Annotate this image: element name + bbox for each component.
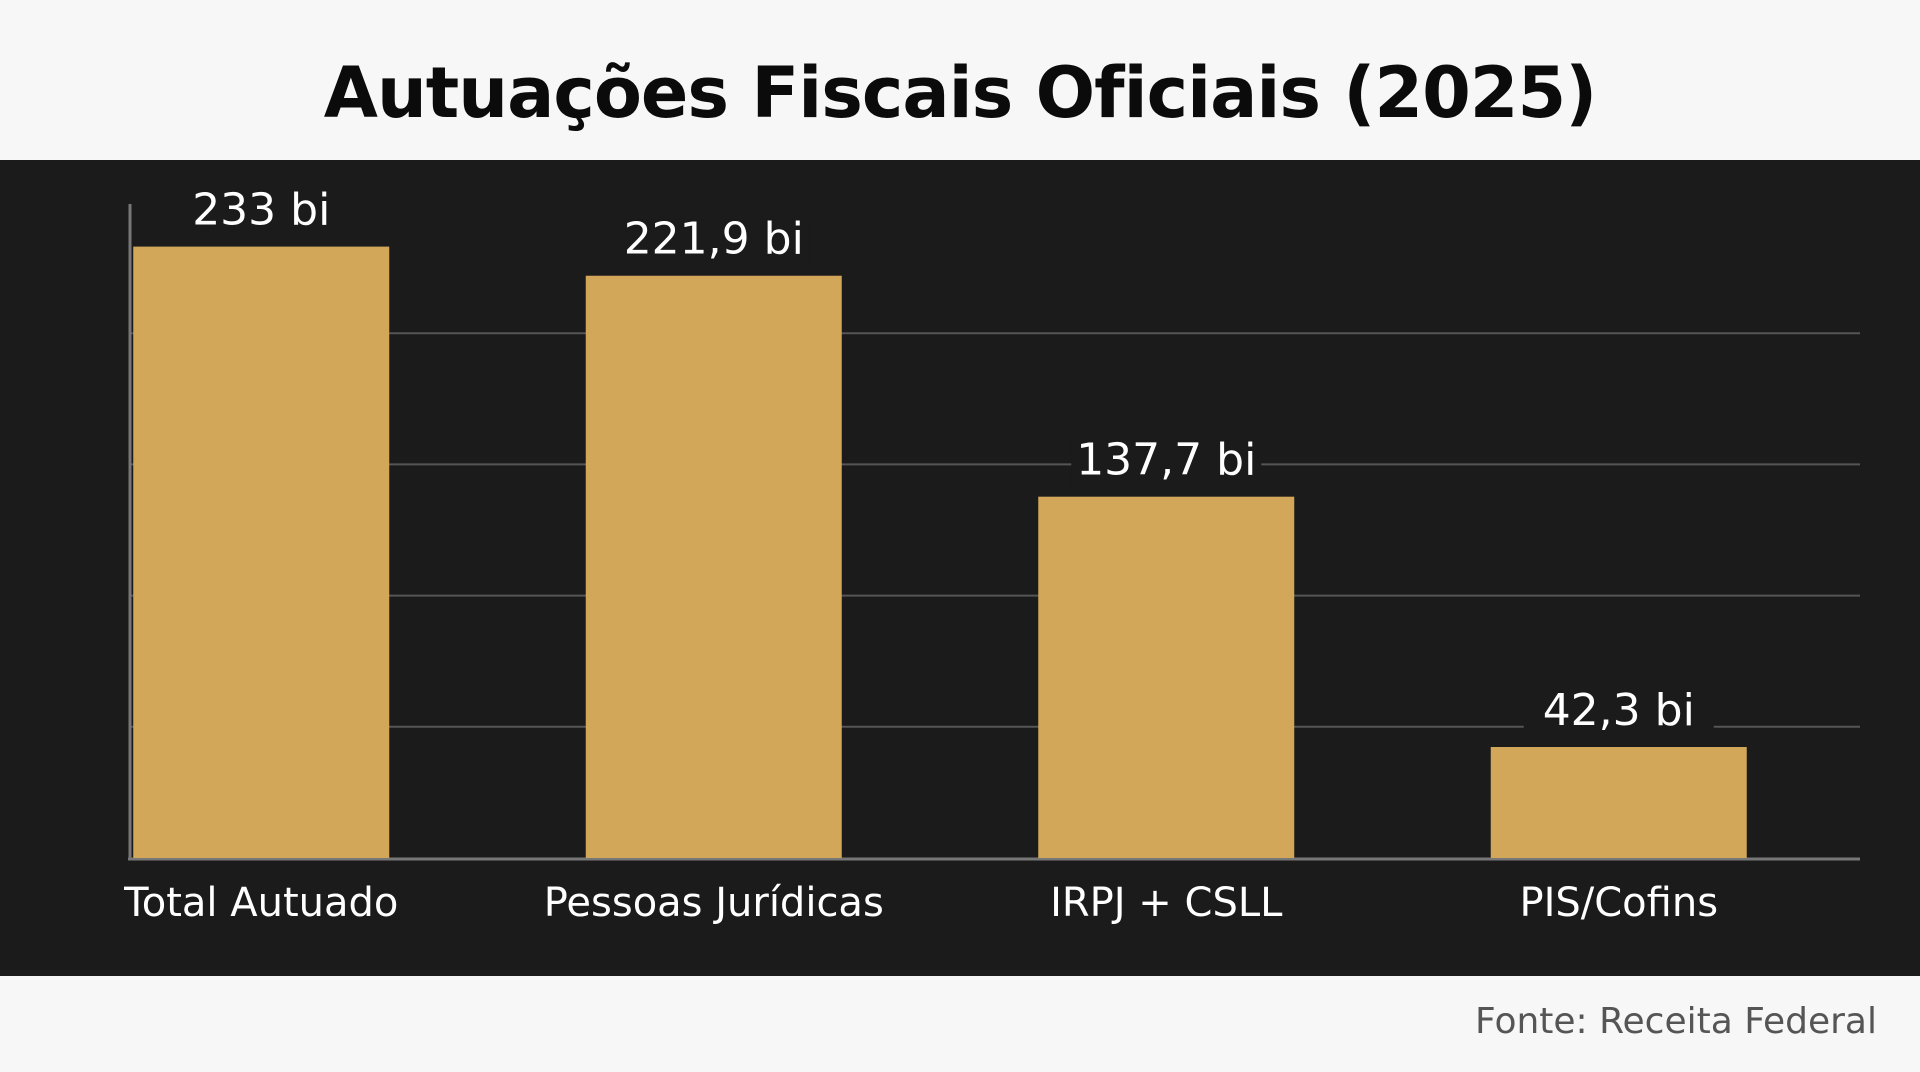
data-label: 137,7 bi (1076, 435, 1256, 486)
x-tick-label: PIS/Cofins (1519, 880, 1718, 926)
x-tick-label: Total Autuado (123, 880, 398, 926)
bar (1490, 747, 1747, 858)
data-label: 42,3 bi (1543, 685, 1695, 736)
chart-title: Autuações Fiscais Oficiais (2025) (323, 52, 1597, 134)
bar (585, 275, 842, 859)
data-label-background (1523, 691, 1714, 740)
data-label-background (618, 219, 809, 268)
x-tick-label: IRPJ + CSLL (1050, 880, 1283, 926)
grid-lines (130, 332, 1860, 728)
chart-panel: 233 bi Total Autuado 221,9 bi Pessoas Juríd… (0, 160, 1920, 976)
x-tick-label: Pessoas Jurídicas (544, 880, 884, 926)
data-label-background (166, 190, 357, 239)
bars (133, 246, 1747, 859)
bar (133, 246, 390, 858)
bar-chart: 233 bi Total Autuado 221,9 bi Pessoas Juríd… (123, 185, 1860, 926)
bar (1038, 496, 1295, 858)
data-label-background (1071, 440, 1262, 489)
data-label: 233 bi (192, 185, 330, 236)
labels: 233 bi Total Autuado 221,9 bi Pessoas Juríd… (123, 185, 1718, 926)
data-label: 221,9 bi (624, 214, 804, 265)
source-note: Fonte: Receita Federal (1475, 1001, 1877, 1042)
